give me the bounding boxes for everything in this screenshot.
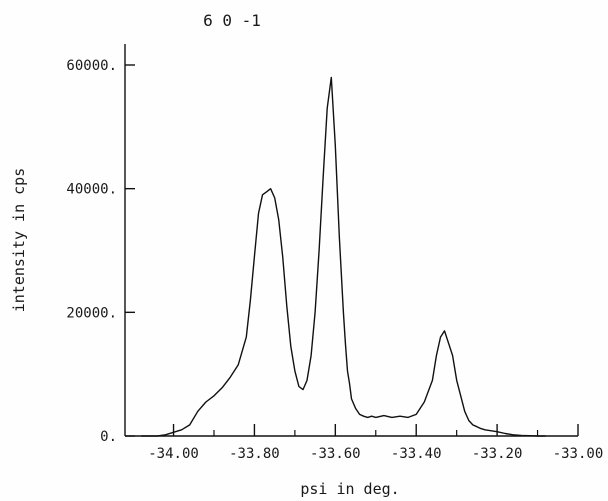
x-tick-label: -34.00 — [148, 446, 199, 462]
y-tick-label: 40000. — [66, 182, 117, 198]
y-tick-label: 0. — [100, 429, 117, 445]
x-tick-label: -33.20 — [472, 446, 523, 462]
x-tick-label: -33.40 — [391, 446, 442, 462]
tick-layer: 0. 20000. 40000. 60000. -34.00 -33.80 -33.60 -3… — [66, 58, 603, 462]
y-tick-label: 60000. — [66, 58, 117, 74]
x-tick-label: -33.60 — [310, 446, 361, 462]
x-tick-label: -33.00 — [553, 446, 604, 462]
chart-title: 6 0 -1 — [203, 11, 261, 30]
y-tick-label: 20000. — [66, 305, 117, 321]
series-line — [141, 76, 546, 437]
x-tick-label: -33.80 — [229, 446, 280, 462]
x-axis-label: psi in deg. — [300, 480, 399, 498]
y-axis-label: intensity in cps — [10, 168, 28, 313]
